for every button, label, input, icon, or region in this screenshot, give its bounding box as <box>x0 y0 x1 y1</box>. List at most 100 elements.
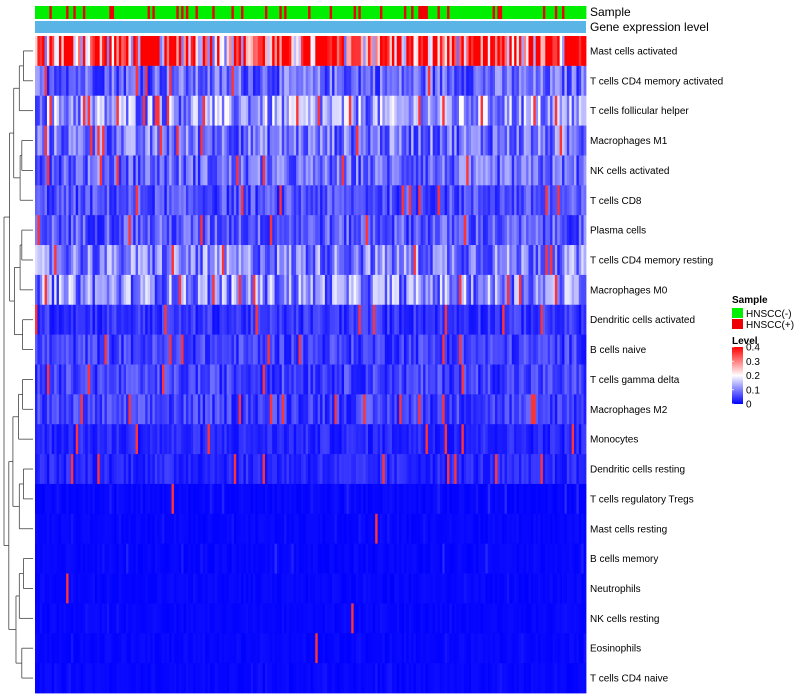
heatmap-cell <box>140 215 144 246</box>
heatmap-cell <box>329 603 333 634</box>
heatmap-cell <box>471 424 474 455</box>
heatmap-cell <box>564 245 568 276</box>
heatmap-cell <box>411 364 414 395</box>
heatmap-cell <box>533 215 537 246</box>
sample-annotation-cell <box>300 6 304 19</box>
heatmap-cell <box>492 155 496 186</box>
heatmap-cell <box>123 543 127 574</box>
heatmap-cell <box>327 65 331 97</box>
heatmap-cell <box>360 513 364 545</box>
heatmap-cell <box>296 603 299 634</box>
heatmap-cell <box>82 483 86 515</box>
heatmap-cell <box>267 304 271 336</box>
heatmap-cell <box>382 394 386 425</box>
heatmap-cell <box>260 394 263 425</box>
heatmap-cell <box>80 633 84 664</box>
heatmap-cell <box>73 245 77 276</box>
heatmap-cell <box>241 633 244 664</box>
heatmap-cell <box>391 633 395 664</box>
heatmap-cell <box>181 155 184 186</box>
heatmap-cell <box>509 364 513 395</box>
heatmap-cell <box>327 454 331 485</box>
heatmap-cell <box>42 125 45 156</box>
heatmap-cell <box>415 424 419 455</box>
heatmap-cell <box>181 483 184 515</box>
heatmap-cell <box>161 274 165 306</box>
heatmap-cell <box>303 513 307 545</box>
heatmap-cell <box>485 394 489 425</box>
heatmap-cell <box>494 603 498 634</box>
heatmap-cell <box>451 603 455 634</box>
heatmap-cell <box>533 36 537 67</box>
heatmap-cell <box>583 304 587 336</box>
heatmap-cell <box>193 65 196 97</box>
heatmap-cell <box>130 633 134 664</box>
heatmap-cell <box>80 215 84 246</box>
heatmap-cell <box>221 603 225 634</box>
heatmap-cell <box>276 304 280 336</box>
heatmap-cell <box>173 215 177 246</box>
heatmap-cell <box>317 483 321 515</box>
heatmap-cell <box>353 483 357 515</box>
heatmap-cell <box>574 364 577 395</box>
heatmap-cell <box>427 334 431 365</box>
heatmap-cell <box>185 483 189 515</box>
heatmap-cell <box>574 304 577 336</box>
heatmap-cell <box>58 215 62 246</box>
heatmap-cell <box>552 424 556 455</box>
sample-annotation-cell <box>482 6 486 19</box>
heatmap-cell <box>166 424 170 455</box>
heatmap-cell <box>138 603 141 634</box>
heatmap-cell <box>214 424 218 455</box>
sample-annotation-cell <box>521 6 525 19</box>
heatmap-cell <box>212 245 216 276</box>
heatmap-cell <box>528 185 532 216</box>
heatmap-cell <box>161 334 165 365</box>
heatmap-cell <box>205 424 208 455</box>
heatmap-cell <box>68 304 72 336</box>
heatmap-cell <box>226 543 230 574</box>
heatmap-cell <box>236 334 240 365</box>
heatmap-cell <box>133 95 137 126</box>
heatmap-cell <box>581 334 585 365</box>
heatmap-cell <box>454 603 458 634</box>
heatmap-cell <box>451 364 455 395</box>
heatmap-cell <box>193 274 196 306</box>
heatmap-cell <box>444 394 448 425</box>
heatmap-cell <box>379 125 383 156</box>
heatmap-cell <box>142 304 146 336</box>
heatmap-cell <box>42 394 45 425</box>
heatmap-cell <box>49 304 53 336</box>
heatmap-cell <box>518 65 522 97</box>
heatmap-cell <box>344 513 347 545</box>
heatmap-cell <box>329 304 333 336</box>
heatmap-cell <box>54 424 57 455</box>
heatmap-cell <box>327 304 331 336</box>
heatmap-cell <box>339 304 343 336</box>
heatmap-cell <box>161 394 165 425</box>
heatmap-cell <box>379 215 383 246</box>
heatmap-cell <box>212 424 216 455</box>
heatmap-cell <box>336 304 340 336</box>
heatmap-cell <box>130 603 134 634</box>
heatmap-cell <box>423 633 426 664</box>
heatmap-cell <box>523 185 527 216</box>
heatmap-cell <box>183 334 187 365</box>
heatmap-cell <box>368 65 371 97</box>
heatmap-cell <box>384 334 388 365</box>
heatmap-cell <box>308 603 311 634</box>
heatmap-cell <box>152 573 156 604</box>
heatmap-cell <box>70 603 74 634</box>
heatmap-cell <box>468 543 472 574</box>
heatmap-cell <box>327 334 331 365</box>
heatmap-cell <box>109 274 113 306</box>
heatmap-cell <box>111 95 115 126</box>
heatmap-cell <box>276 454 280 485</box>
heatmap-cell <box>427 543 431 574</box>
heatmap-cell <box>118 424 122 455</box>
heatmap-cell <box>161 454 165 485</box>
heatmap-cell <box>284 245 287 276</box>
heatmap-cell <box>284 95 287 126</box>
sample-annotation-cell <box>200 6 204 19</box>
heatmap-cell <box>339 65 343 97</box>
